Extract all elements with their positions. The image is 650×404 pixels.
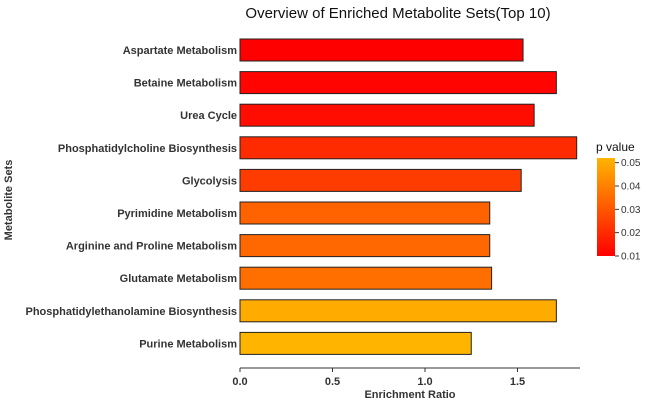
x-tick-label: 0.0	[232, 376, 247, 388]
bar	[239, 201, 491, 225]
bar	[239, 234, 491, 258]
category-label: Glycolysis	[182, 175, 237, 187]
x-axis-title: Enrichment Ratio	[364, 389, 455, 401]
category-label: Pyrimidine Metabolism	[117, 208, 237, 220]
legend-tick-label: 0.04	[621, 182, 641, 193]
legend-tick-label: 0.02	[621, 228, 641, 239]
legend-tick-label: 0.05	[621, 158, 641, 169]
bar	[239, 103, 535, 127]
category-label: Betaine Metabolism	[134, 78, 238, 90]
bar	[239, 136, 578, 160]
chart-title: Overview of Enriched Metabolite Sets(Top…	[245, 5, 550, 22]
legend-ticks: 0.05 0.04 0.03 0.02 0.01	[615, 158, 641, 263]
bar	[239, 71, 557, 95]
x-tick-label: 0.5	[325, 376, 340, 388]
legend-colorbar	[597, 158, 615, 256]
bar	[239, 168, 522, 192]
category-label: Purine Metabolism	[139, 338, 237, 350]
category-label: Aspartate Metabolism	[123, 45, 238, 57]
legend-tick-label: 0.03	[621, 205, 641, 216]
category-labels: Aspartate Metabolism Betaine Metabolism Ur…	[26, 45, 238, 350]
category-label: Arginine and Proline Metabolism	[66, 241, 237, 253]
bar	[239, 38, 524, 62]
bars-group	[239, 38, 578, 355]
legend-tick-label: 0.01	[621, 252, 641, 263]
category-label: Phosphatidylcholine Biosynthesis	[58, 143, 237, 155]
x-axis-ticks: 0.0 0.5 1.0 1.5	[232, 368, 525, 388]
legend-title: p value	[596, 140, 635, 154]
bar	[239, 331, 472, 355]
y-axis-title: Metabolite Sets	[3, 160, 15, 241]
bar	[239, 266, 493, 290]
category-label: Phosphatidylethanolamine Biosynthesis	[26, 306, 238, 318]
x-tick-label: 1.5	[510, 376, 525, 388]
category-label: Glutamate Metabolism	[120, 273, 238, 285]
category-label: Urea Cycle	[180, 110, 237, 122]
x-tick-label: 1.0	[417, 376, 432, 388]
bar	[239, 299, 557, 323]
